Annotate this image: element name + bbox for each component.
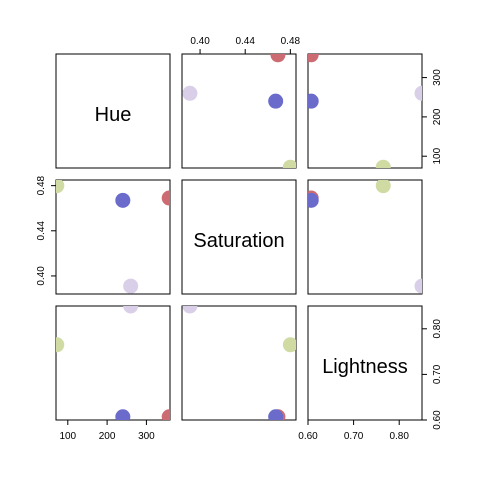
point-1-saturation-vs-lightness: [308, 192, 319, 208]
point-2-saturation-vs-lightness: [375, 180, 391, 194]
panel-hue-vs-saturation: [181, 53, 297, 169]
point-3-lightness-vs-hue: [123, 306, 139, 314]
x-tick-label-saturation-0: 0.40: [190, 36, 210, 47]
x-tick-label-lightness-1: 0.70: [344, 431, 364, 442]
x-tick-label-hue-1: 200: [99, 431, 116, 442]
point-1-lightness-vs-saturation: [268, 409, 284, 420]
point-2-hue-vs-saturation: [282, 159, 296, 168]
axes-layer: 100 200 300 0.40 0.44 0.48 0.60 0.70 0.80 100 200 3…: [36, 36, 443, 442]
x-tick-label-hue-0: 100: [59, 431, 76, 442]
y-tick-label-lightness-2: 0.80: [432, 319, 443, 339]
panel-saturation-vs-hue: [55, 179, 171, 295]
point-3-lightness-vs-saturation: [182, 306, 198, 314]
points-hue-vs-lightness: [308, 54, 422, 168]
points-lightness-vs-saturation: [182, 306, 296, 420]
point-3-hue-vs-saturation: [182, 85, 198, 101]
y-tick-label-hue-2: 300: [432, 69, 443, 86]
points-saturation-vs-hue: [56, 180, 170, 294]
point-2-lightness-vs-hue: [56, 337, 65, 353]
point-0-lightness-vs-hue: [161, 409, 170, 420]
x-tick-label-saturation-2: 0.48: [281, 36, 301, 47]
x-tick-label-saturation-1: 0.44: [235, 36, 255, 47]
point-1-saturation-vs-hue: [115, 192, 131, 208]
y-tick-label-hue-1: 200: [432, 108, 443, 125]
y-tick-label-saturation-1: 0.44: [36, 221, 47, 241]
panel-saturation-vs-saturation: [181, 179, 297, 295]
panel-lightness-vs-hue: [55, 305, 171, 421]
x-tick-label-lightness-0: 0.60: [298, 431, 318, 442]
panel-lightness-vs-saturation: [181, 305, 297, 421]
point-1-hue-vs-lightness: [308, 93, 319, 109]
point-3-hue-vs-lightness: [414, 85, 422, 101]
points-hue-vs-saturation: [182, 54, 296, 168]
point-2-hue-vs-lightness: [375, 159, 391, 168]
point-3-saturation-vs-hue: [123, 278, 139, 294]
y-tick-label-lightness-1: 0.70: [432, 364, 443, 384]
panel-saturation-vs-lightness: [307, 179, 423, 295]
diagonal-label-saturation: Saturation: [193, 230, 284, 252]
point-3-saturation-vs-lightness: [414, 278, 422, 294]
y-tick-label-lightness-0: 0.60: [432, 410, 443, 430]
y-tick-label-saturation-2: 0.48: [36, 175, 47, 195]
x-tick-label-hue-2: 300: [138, 431, 155, 442]
panel-hue-vs-hue: [55, 53, 171, 169]
y-tick-label-hue-0: 100: [432, 147, 443, 164]
x-tick-label-lightness-2: 0.80: [389, 431, 409, 442]
point-2-saturation-vs-hue: [56, 180, 65, 194]
diagonal-labels: Hue Saturation Lightness: [95, 104, 408, 378]
point-0-hue-vs-saturation: [270, 54, 286, 63]
points-layer: [56, 54, 422, 420]
points-lightness-vs-hue: [56, 306, 170, 420]
point-1-hue-vs-saturation: [268, 93, 284, 109]
panel-hue-vs-lightness: [307, 53, 423, 169]
point-0-hue-vs-lightness: [308, 54, 319, 63]
point-1-lightness-vs-hue: [115, 409, 131, 420]
points-saturation-vs-lightness: [308, 180, 422, 294]
point-0-saturation-vs-hue: [161, 190, 170, 206]
diagonal-label-hue: Hue: [95, 104, 132, 126]
diagonal-label-lightness: Lightness: [322, 356, 408, 378]
point-2-lightness-vs-saturation: [282, 337, 296, 353]
y-tick-label-saturation-0: 0.40: [36, 266, 47, 286]
